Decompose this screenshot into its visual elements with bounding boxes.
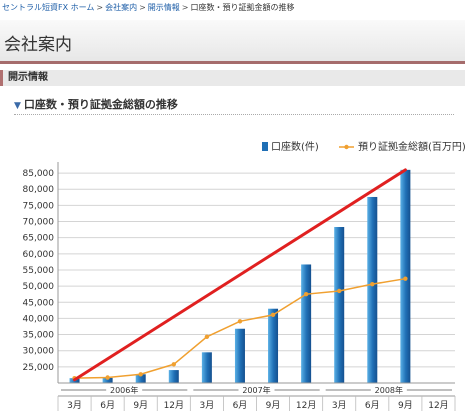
y-tick-label: 25,000 [23,363,55,373]
x-axis: 2006年 2007年 2008年 3月 6月 9月 12月 3月 6月 9月 12月 3月 6月 9月 1… [57,382,456,411]
x-tick-label: 6月 [365,400,380,411]
line-point [237,319,243,324]
bar [400,169,411,383]
y-axis: 25,000 30,000 35,000 40,000 45,000 50,000 55,0… [23,162,59,383]
line-point [337,288,342,294]
y-tick-label: 45,000 [23,298,55,308]
legend-line-point [344,144,349,150]
legend-bar-label: 口座数(件) [271,140,319,153]
year-label: 2008年 [375,385,403,395]
y-tick-label: 30,000 [23,347,55,357]
legend-line-label: 預り証拠金総額(百万円) [358,140,465,153]
line-point [138,372,143,377]
title-bar: 会社案内 [0,20,465,64]
breadcrumb-disclosure-link[interactable]: 開示情報 [147,3,180,12]
subsection-heading: ▼ 口座数・預り証拠金総額の推移 [14,96,454,115]
year-label: 2007年 [242,385,270,395]
breadcrumb-company-link[interactable]: 会社案内 [105,3,138,12]
y-tick-label: 50,000 [23,282,55,292]
breadcrumb-home-link[interactable]: セントラル短資FX ホーム [2,3,95,12]
line-point [270,312,276,318]
line-point [171,362,176,367]
section-header: 開示情報 [0,70,465,86]
breadcrumb-current: 口座数・預り証拠金額の推移 [190,3,295,12]
breadcrumb: セントラル短資FX ホーム > 会社案内 > 開示情報 > 口座数・預り証拠金額の推移 [2,1,463,14]
x-tick-label: 6月 [233,400,248,411]
bar [301,264,312,383]
account-deposit-chart: 25,000 30,000 35,000 40,000 45,000 50,000 55,0… [23,140,465,411]
line-series [72,276,408,381]
line-point [105,375,110,380]
year-label: 2006年 [110,385,138,395]
y-tick-label: 60,000 [23,250,55,260]
breadcrumb-separator: > [96,3,104,12]
bar [268,308,279,383]
x-tick-label: 12月 [296,400,316,411]
line-point [370,281,375,287]
bar [234,328,245,383]
line-point [303,291,309,297]
y-tick-label: 35,000 [23,331,55,341]
bar [201,352,212,383]
line-point [204,334,210,340]
bar [367,196,378,383]
trend-line [73,168,407,382]
x-tick-label: 3月 [332,400,347,411]
trend-line-group [73,168,407,382]
subsection-title: 口座数・預り証拠金総額の推移 [23,98,178,111]
legend-bar-swatch [262,142,268,151]
chart-grid [58,172,455,368]
page-title: 会社案内 [4,35,72,55]
x-tick-label: 9月 [133,400,148,411]
bar [135,374,146,383]
y-tick-label: 40,000 [23,314,55,324]
y-tick-label: 75,000 [23,201,55,211]
x-tick-label: 9月 [266,400,281,411]
x-tick-label: 9月 [398,400,413,411]
y-tick-label: 55,000 [23,266,55,276]
x-tick-label: 12月 [164,400,184,411]
x-tick-label: 6月 [100,400,115,411]
line-point [403,276,408,281]
breadcrumb-separator: > [139,3,146,12]
breadcrumb-separator: > [181,3,189,12]
bar [334,227,345,383]
bar-series [69,169,411,383]
x-tick-label: 3月 [200,400,215,411]
y-tick-label: 80,000 [23,185,55,195]
y-tick-label: 70,000 [23,218,55,228]
x-tick-label: 12月 [428,400,448,411]
y-tick-label: 85,000 [23,169,55,179]
bar [168,370,179,383]
triangle-down-icon: ▼ [14,101,21,111]
chart-legend: 口座数(件) 預り証拠金総額(百万円) [262,140,465,153]
x-tick-label: 3月 [67,400,82,411]
bar [102,377,113,383]
y-tick-label: 65,000 [23,234,55,244]
